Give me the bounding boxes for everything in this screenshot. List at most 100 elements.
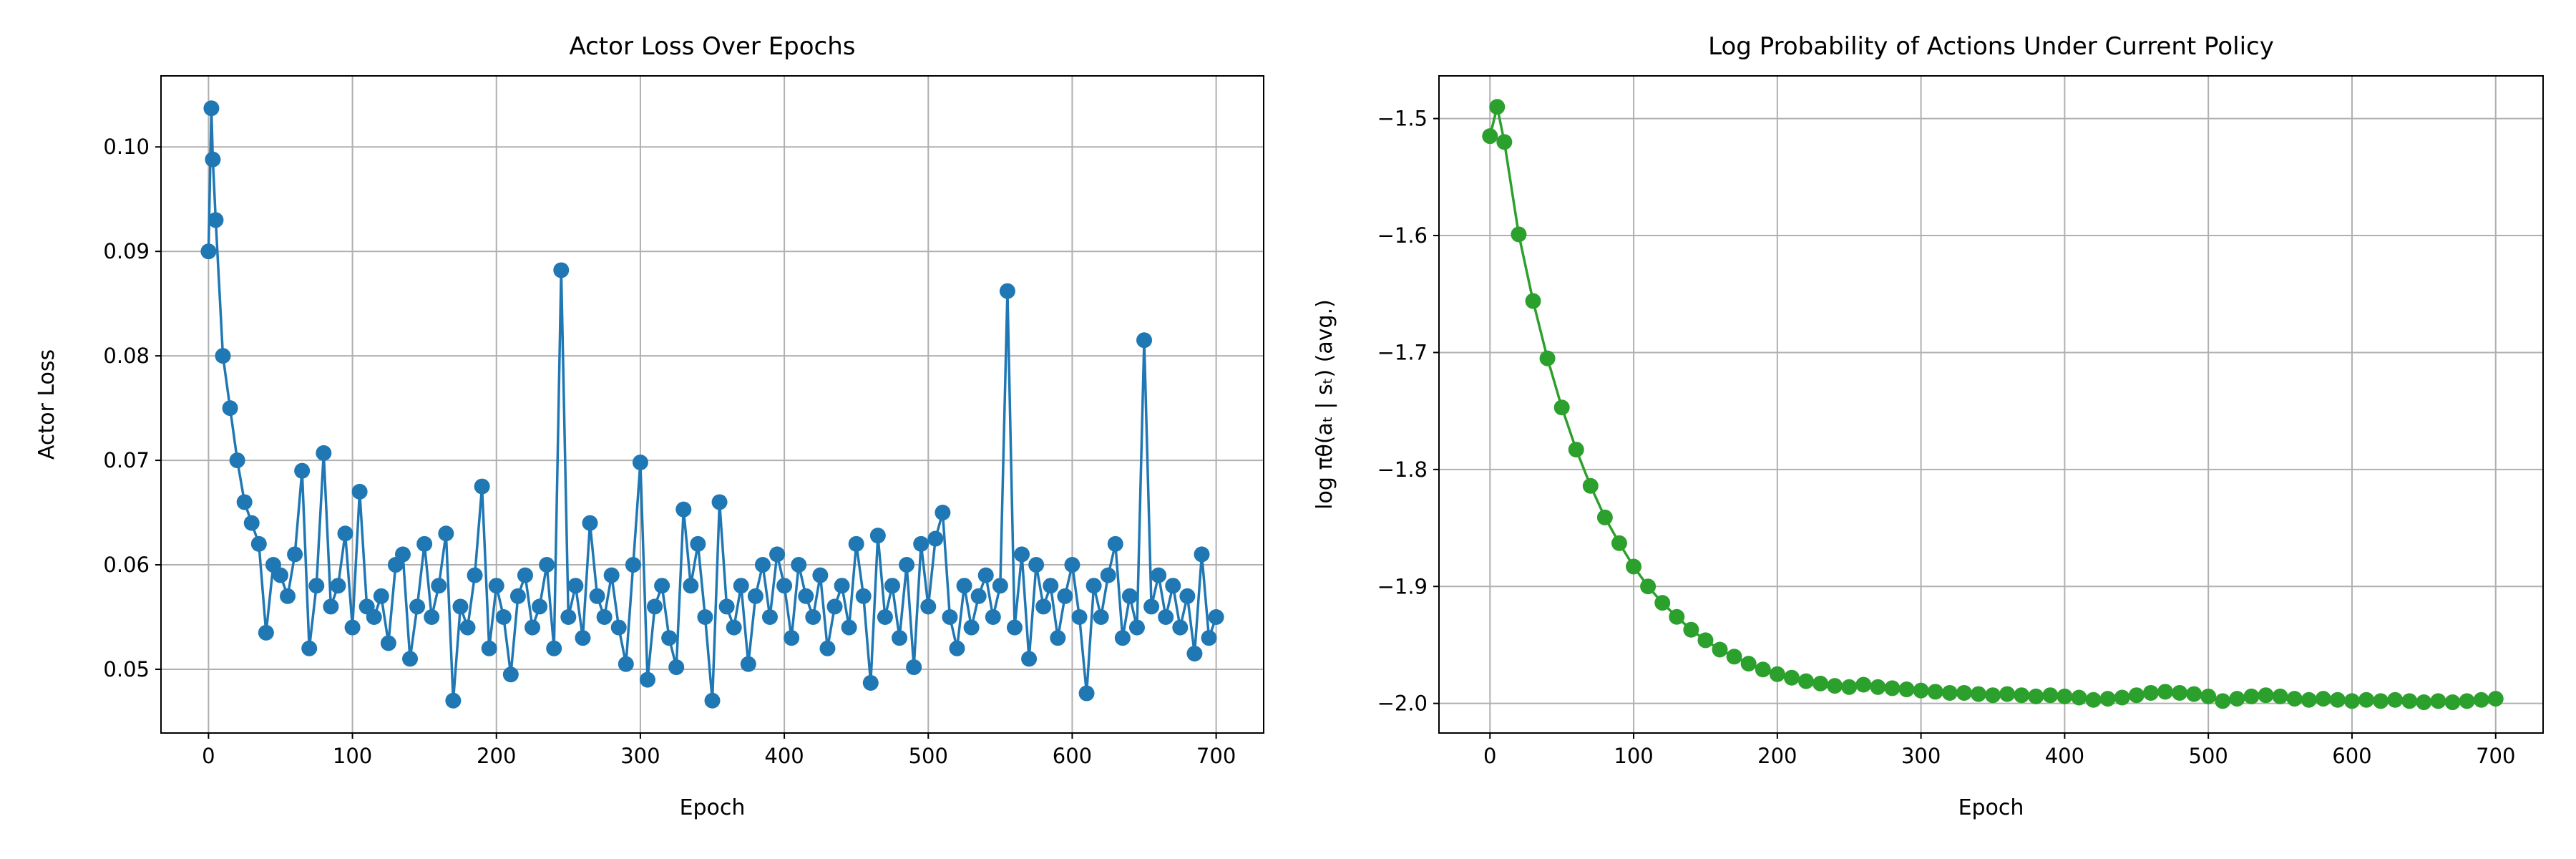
data-line	[207, 108, 1218, 701]
data-point	[2200, 688, 2217, 704]
data-point	[654, 578, 670, 594]
data-point	[366, 609, 382, 625]
data-point	[632, 455, 648, 470]
data-point	[869, 528, 886, 544]
data-point	[488, 578, 504, 594]
chart-title: Actor Loss Over Epochs	[569, 32, 855, 61]
data-point	[1208, 609, 1224, 625]
data-point	[1143, 598, 1160, 615]
data-point	[1121, 588, 1138, 604]
data-point	[2014, 687, 2030, 704]
x-tick-label: 300	[1901, 744, 1941, 768]
data-point	[675, 501, 692, 518]
data-point	[229, 452, 245, 469]
data-point	[2373, 693, 2389, 709]
data-point	[1913, 682, 1929, 699]
data-point	[2085, 691, 2102, 708]
data-point	[1970, 686, 1986, 702]
data-point	[445, 692, 462, 709]
data-point	[697, 609, 713, 625]
data-point	[200, 243, 217, 260]
data-point	[2042, 687, 2059, 704]
data-point	[1539, 350, 1556, 367]
data-point	[906, 659, 922, 676]
x-tick-label: 500	[2189, 744, 2228, 768]
subplot: 0 100 200 300 400 500 600 700 −2.0 −1.9 −1.8 −1.7 −1…	[1312, 32, 2544, 820]
data-point	[337, 525, 353, 542]
data-point	[999, 283, 1015, 299]
data-point	[459, 619, 476, 636]
data-point	[344, 619, 361, 636]
data-point	[877, 609, 893, 625]
data-point	[575, 630, 591, 646]
data-point	[2473, 691, 2489, 708]
data-point	[1797, 673, 1814, 689]
data-point	[704, 692, 721, 709]
data-point	[431, 578, 447, 594]
data-point	[1669, 608, 1685, 625]
data-point	[1769, 666, 1785, 682]
data-point	[690, 535, 706, 552]
data-point	[841, 619, 857, 636]
data-point	[1654, 595, 1671, 611]
data-point	[668, 659, 685, 676]
x-tick-label: 600	[2332, 744, 2371, 768]
data-point	[474, 478, 490, 495]
data-point	[2057, 688, 2073, 704]
x-tick-label: 100	[333, 744, 372, 768]
data-point	[603, 567, 620, 583]
data-point	[509, 588, 526, 604]
data-point	[747, 588, 763, 604]
data-point	[812, 567, 829, 583]
x-tick-label: 0	[1483, 744, 1496, 768]
data-point	[1611, 535, 1627, 551]
data-point	[481, 640, 497, 656]
data-point	[2142, 684, 2159, 701]
data-point	[553, 262, 570, 278]
data-point	[1043, 578, 1059, 594]
x-tick-label: 100	[1614, 744, 1653, 768]
data-point	[330, 578, 346, 594]
data-point	[798, 588, 814, 604]
data-point	[1165, 578, 1181, 594]
data-point	[927, 530, 944, 547]
x-tick-label: 500	[909, 744, 948, 768]
data-point	[280, 588, 296, 604]
data-point	[567, 578, 584, 594]
data-point	[532, 598, 548, 615]
data-point	[373, 588, 389, 604]
data-point	[913, 535, 930, 552]
data-point	[1078, 685, 1095, 702]
data-point	[316, 445, 332, 461]
y-tick-label: −2.0	[1377, 691, 1428, 716]
data-point	[502, 666, 519, 683]
data-point	[1827, 678, 1843, 694]
data-point	[1626, 558, 1642, 575]
data-point	[323, 598, 339, 615]
data-point	[1093, 609, 1109, 625]
y-tick-label: −1.9	[1377, 574, 1428, 598]
data-point	[2071, 689, 2087, 706]
data-point	[963, 619, 980, 636]
y-tick-label: 0.05	[103, 657, 150, 681]
x-axis-label: Epoch	[1958, 795, 2024, 820]
data-point	[351, 483, 368, 500]
x-tick-label: 300	[620, 744, 660, 768]
data-point	[2157, 684, 2173, 700]
x-tick-label: 600	[1053, 744, 1092, 768]
data-point	[1898, 681, 1915, 698]
data-point	[215, 348, 231, 364]
data-point	[1071, 609, 1088, 625]
data-point	[596, 609, 613, 625]
data-point	[1740, 656, 1757, 672]
data-point	[208, 212, 224, 228]
data-point	[1100, 567, 1116, 583]
data-point	[1035, 598, 1052, 615]
data-point	[1999, 686, 2016, 702]
subplot: 0 100 200 300 400 500 600 700 0.05 0.06 0.07 0.08 0.…	[34, 32, 1264, 820]
data-point	[2401, 693, 2418, 709]
data-point	[855, 588, 872, 604]
data-point	[2099, 691, 2116, 707]
x-tick-label: 0	[202, 744, 215, 768]
